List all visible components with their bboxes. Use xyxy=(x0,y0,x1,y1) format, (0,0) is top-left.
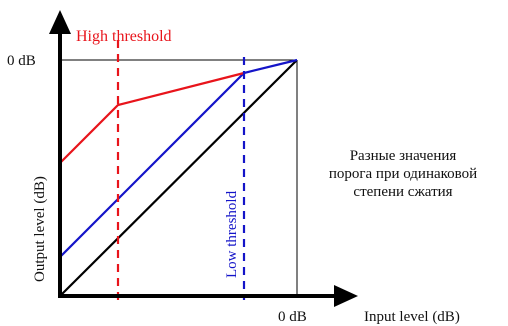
unity-line xyxy=(59,59,298,297)
y-axis-arrowhead xyxy=(49,10,71,34)
high-threshold-label: High threshold xyxy=(76,28,172,45)
low-threshold-label: Low threshold xyxy=(224,190,240,278)
y-axis-label: Output level (dB) xyxy=(32,176,48,282)
y-zero-db-label: 0 dB xyxy=(7,53,36,69)
note-line-1: Разные значения xyxy=(350,148,457,164)
x-axis-label: Input level (dB) xyxy=(364,309,460,325)
note-line-3: степени сжатия xyxy=(353,184,452,200)
high-threshold-curve xyxy=(59,71,245,164)
x-axis-arrowhead xyxy=(334,285,358,307)
note-line-2: порога при одинаковой xyxy=(329,166,477,182)
x-zero-db-label: 0 dB xyxy=(278,309,307,325)
